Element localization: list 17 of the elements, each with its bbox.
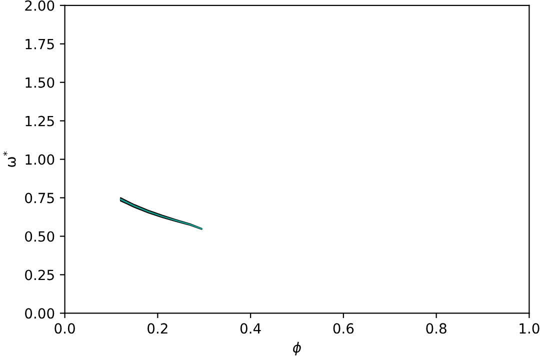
y-tick-label: 2.00 xyxy=(25,0,54,11)
x-tick-label: 1.0 xyxy=(520,323,540,334)
x-tick-label: 0.4 xyxy=(240,323,261,334)
y-axis-title: ω$^{*}$ xyxy=(3,152,16,167)
y-tick-label: 0.00 xyxy=(25,308,54,319)
y-tick-label: 0.50 xyxy=(25,231,54,242)
x-tick-label: 0.0 xyxy=(54,323,75,334)
y-tick-label: 1.75 xyxy=(26,39,54,50)
y-tick-label: 1.50 xyxy=(26,77,54,88)
y-tick-label: 1.25 xyxy=(26,116,54,126)
x-axis-title: ϕ xyxy=(293,342,301,356)
x-tick-label: 0.8 xyxy=(426,323,446,334)
y-tick-label: 1.00 xyxy=(26,154,54,165)
y-tick-label: 0.25 xyxy=(25,270,54,280)
y-tick-label: 0.75 xyxy=(25,192,54,204)
x-tick-label: 0.2 xyxy=(148,323,168,334)
x-tick-label: 0.6 xyxy=(333,323,354,334)
